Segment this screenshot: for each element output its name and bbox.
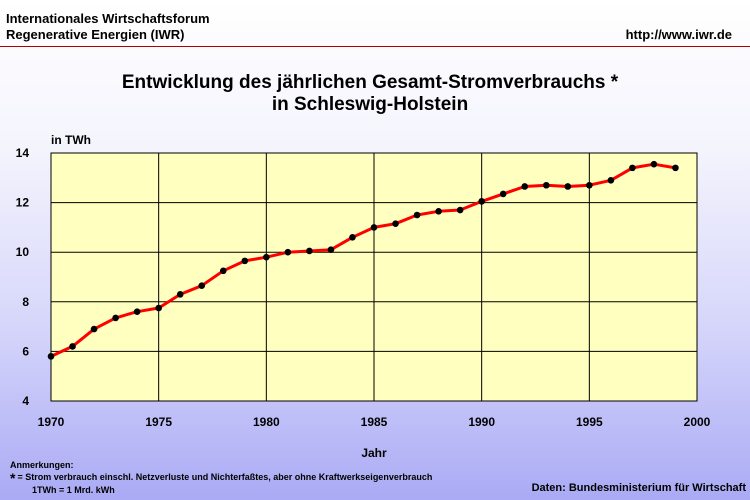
data-point [521,183,529,190]
data-point [327,246,335,254]
data-point [112,314,119,322]
data-point [263,253,270,261]
x-tick-label: 1975 [145,415,172,429]
y-tick-label: 8 [22,295,29,309]
x-tick-label: 2000 [684,415,711,429]
data-point [198,282,206,289]
data-point [47,353,55,360]
header-divider [0,46,750,47]
data-point [349,234,356,241]
notes-heading: Anmerkungen: [10,460,74,470]
y-tick-label: 6 [22,344,29,358]
data-point [564,183,572,190]
x-tick-label: 1985 [361,415,388,429]
data-point [392,220,399,227]
notes: Anmerkungen: * = Strom verbrauch einschl.… [10,459,432,496]
data-point [284,248,292,256]
notes-line1-text: = Strom verbrauch einschl. Netzverluste … [17,472,433,482]
data-point [586,181,593,189]
y-tick-label: 12 [16,196,30,210]
tick-labels: 4 6 8 10 12 14 1970 1975 1980 1985 1990 1995 2000 [16,146,711,429]
x-axis-label: Jahr [361,446,387,460]
data-point [478,198,485,205]
data-point [219,267,227,275]
x-tick-label: 1980 [253,415,280,429]
header-org-line2: Regenerative Energien (IWR) [6,27,185,42]
data-point [370,224,378,231]
data-point [672,164,679,172]
y-tick-label: 14 [16,146,30,160]
x-tick-label: 1990 [468,415,495,429]
header-url-link[interactable]: http://www.iwr.de [625,27,732,42]
data-point [499,190,507,198]
chart-title-line2: in Schleswig-Holstein [271,94,469,115]
data-point [607,176,615,184]
x-tick-label: 1995 [576,415,603,429]
notes-line2: 1TWh = 1 Mrd. kWh [32,485,115,495]
data-point [542,181,550,189]
data-source: Daten: Bundesministerium für Wirtschaft [531,482,746,494]
data-point [176,291,184,298]
y-axis-label: in TWh [51,133,91,147]
header-org: Internationales Wirtschaftsforum Regener… [6,11,210,43]
data-point [69,343,76,350]
data-point [155,304,162,312]
x-tick-label: 1970 [38,415,65,429]
data-point [413,211,421,219]
notes-line1: * = Strom verbrauch einschl. Netzverluste… [10,470,433,486]
data-point [629,164,636,172]
series-line [50,162,676,358]
header-org-line1: Internationales Wirtschaftsforum [6,11,210,26]
grid-lines [50,152,698,402]
data-points [47,160,679,360]
y-tick-label: 10 [16,245,30,259]
data-point [306,247,313,255]
data-point [241,257,249,265]
chart-title: Entwicklung des jährlichen Gesamt-Stromv… [0,72,740,116]
data-point [90,325,98,333]
data-point [133,308,141,316]
data-point [456,206,464,214]
y-tick-label: 4 [22,394,29,408]
chart-title-line1: Entwicklung des jährlichen Gesamt-Stromv… [121,72,619,93]
notes-star: * [10,470,16,486]
data-point [650,160,658,168]
data-point [435,207,442,215]
